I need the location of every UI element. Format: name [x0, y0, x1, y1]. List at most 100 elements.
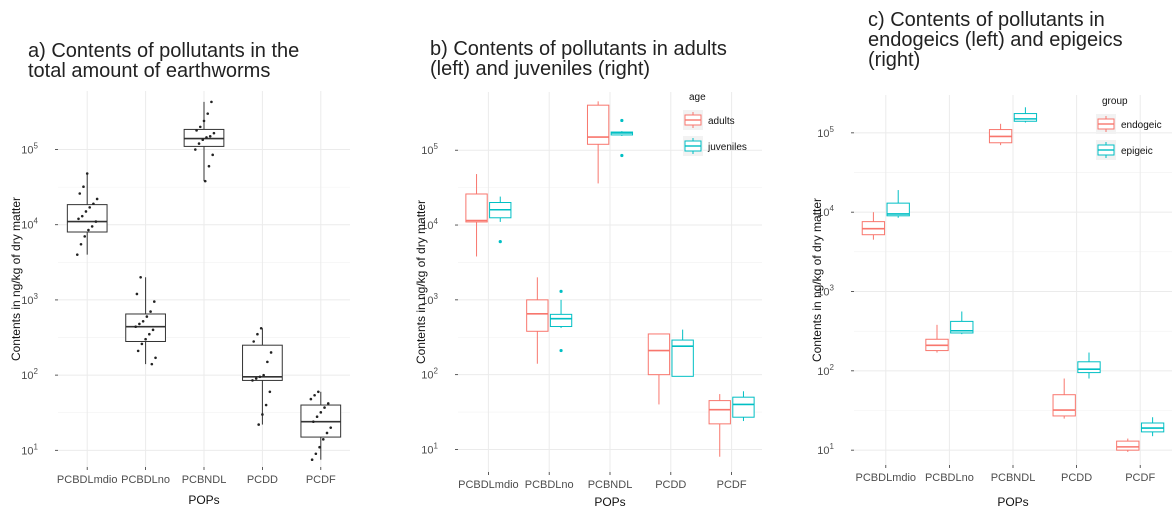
data-point [314, 452, 318, 456]
data-point [208, 134, 212, 138]
data-point [145, 315, 149, 318]
x-tick-label: PCDD [1061, 472, 1092, 484]
x-axis-title: POPs [997, 495, 1028, 509]
data-point [88, 206, 91, 209]
legend: age adults juveniles [683, 92, 747, 156]
data-point [148, 332, 151, 336]
y-axis-title: Contents in ng/kg of dry matter [810, 198, 824, 362]
data-point [144, 337, 147, 341]
x-tick-label: PCBDLmdio [57, 474, 118, 486]
y-axis-title: Contents in ng/kg of dry matter [414, 200, 428, 364]
box [586, 104, 610, 145]
data-point [206, 112, 210, 115]
data-point [195, 129, 198, 132]
box [708, 400, 731, 425]
data-point [210, 100, 213, 104]
data-point [310, 458, 314, 462]
box [732, 396, 755, 418]
panel-c-title-line-3: (right) [868, 49, 921, 71]
box [549, 313, 573, 328]
data-point [264, 403, 268, 407]
y-tick-label: 101 [21, 442, 38, 457]
legend-item-label: epigeic [1121, 146, 1153, 157]
data-point [82, 185, 85, 189]
y-tick-label: 105 [817, 125, 834, 140]
y-tick-label: 103 [817, 284, 834, 299]
data-point [325, 431, 329, 435]
box [1116, 440, 1140, 451]
box [465, 193, 488, 223]
x-tick-label: PCDF [717, 479, 747, 491]
box [125, 313, 166, 342]
x-tick-label: PCBDLno [525, 479, 574, 491]
data-point [78, 192, 82, 195]
outlier-point [498, 240, 502, 244]
x-tick-label: PCBDLno [121, 474, 170, 486]
y-tick-label: 101 [817, 442, 834, 457]
data-point [318, 445, 321, 449]
data-point [150, 362, 154, 366]
x-axis-title: POPs [594, 495, 625, 509]
data-point [198, 125, 202, 129]
y-tick-label: 105 [421, 142, 438, 157]
data-point [149, 310, 152, 313]
data-point [84, 210, 88, 213]
data-point [312, 420, 315, 424]
data-point [152, 300, 156, 303]
panel-b-chart: 101 102 103 104 105 PCBDLmdio PCBDLno PCBNDL PCD… [414, 92, 762, 509]
data-point [139, 275, 142, 279]
data-point [90, 225, 94, 228]
x-tick-label: PCDF [1125, 472, 1155, 484]
data-point [141, 319, 145, 323]
panel-a-chart: 101 102 103 104 105 PCBDLmdio PCBDLno PCBNDL PCD… [9, 91, 350, 507]
y-tick-label: 103 [421, 292, 438, 307]
box [526, 299, 549, 332]
data-point [94, 220, 98, 223]
data-point [259, 326, 263, 330]
data-point [138, 322, 141, 326]
data-point [261, 413, 264, 416]
panel-b-title: b) Contents of pollutants in adults (lef… [430, 39, 727, 79]
y-tick-label: 102 [21, 367, 38, 382]
outlier-point [559, 348, 563, 353]
data-point [262, 373, 265, 377]
data-point [154, 356, 157, 360]
x-tick-label: PCBNDL [588, 479, 633, 491]
y-tick-label: 104 [817, 204, 834, 219]
y-tick-label: 101 [421, 441, 438, 456]
y-tick-label: 105 [21, 142, 38, 157]
x-tick-label: PCBNDL [182, 474, 227, 486]
legend-item-label: endogeic [1121, 120, 1162, 131]
legend-item-label: adults [708, 116, 735, 127]
panel-b-title-line-1: b) Contents of pollutants in adults [430, 38, 727, 60]
panel-b-title-line-2: (left) and juveniles (right) [430, 58, 651, 80]
legend-title: group [1102, 96, 1128, 107]
panel-c-title: c) Contents of pollutants in endogeics (… [868, 10, 1123, 70]
data-point [135, 292, 139, 296]
data-point [205, 136, 208, 139]
data-point [134, 325, 137, 329]
data-point [212, 131, 216, 135]
data-point [140, 342, 144, 346]
x-tick-label: PCBNDL [991, 472, 1036, 484]
panel-a-title: a) Contents of pollutants in the total a… [28, 41, 299, 81]
data-point [251, 379, 254, 382]
data-point [194, 148, 197, 151]
x-tick-label: PCBDLno [925, 472, 974, 484]
box [886, 202, 910, 217]
data-point [75, 253, 79, 256]
data-point [79, 242, 83, 246]
x-tick-label: PCDD [247, 474, 278, 486]
data-point [309, 397, 313, 401]
data-point [202, 119, 206, 123]
data-point [85, 172, 89, 175]
data-point [258, 375, 262, 379]
data-point [136, 349, 140, 353]
outlier-point [620, 118, 624, 123]
panel-c-title-line-2: endogeics (left) and epigeics [868, 29, 1123, 51]
data-point [92, 202, 95, 206]
y-axis-title: Contents in ng/kg of dry matter [9, 197, 23, 361]
data-point [313, 393, 316, 397]
data-point [252, 340, 256, 343]
